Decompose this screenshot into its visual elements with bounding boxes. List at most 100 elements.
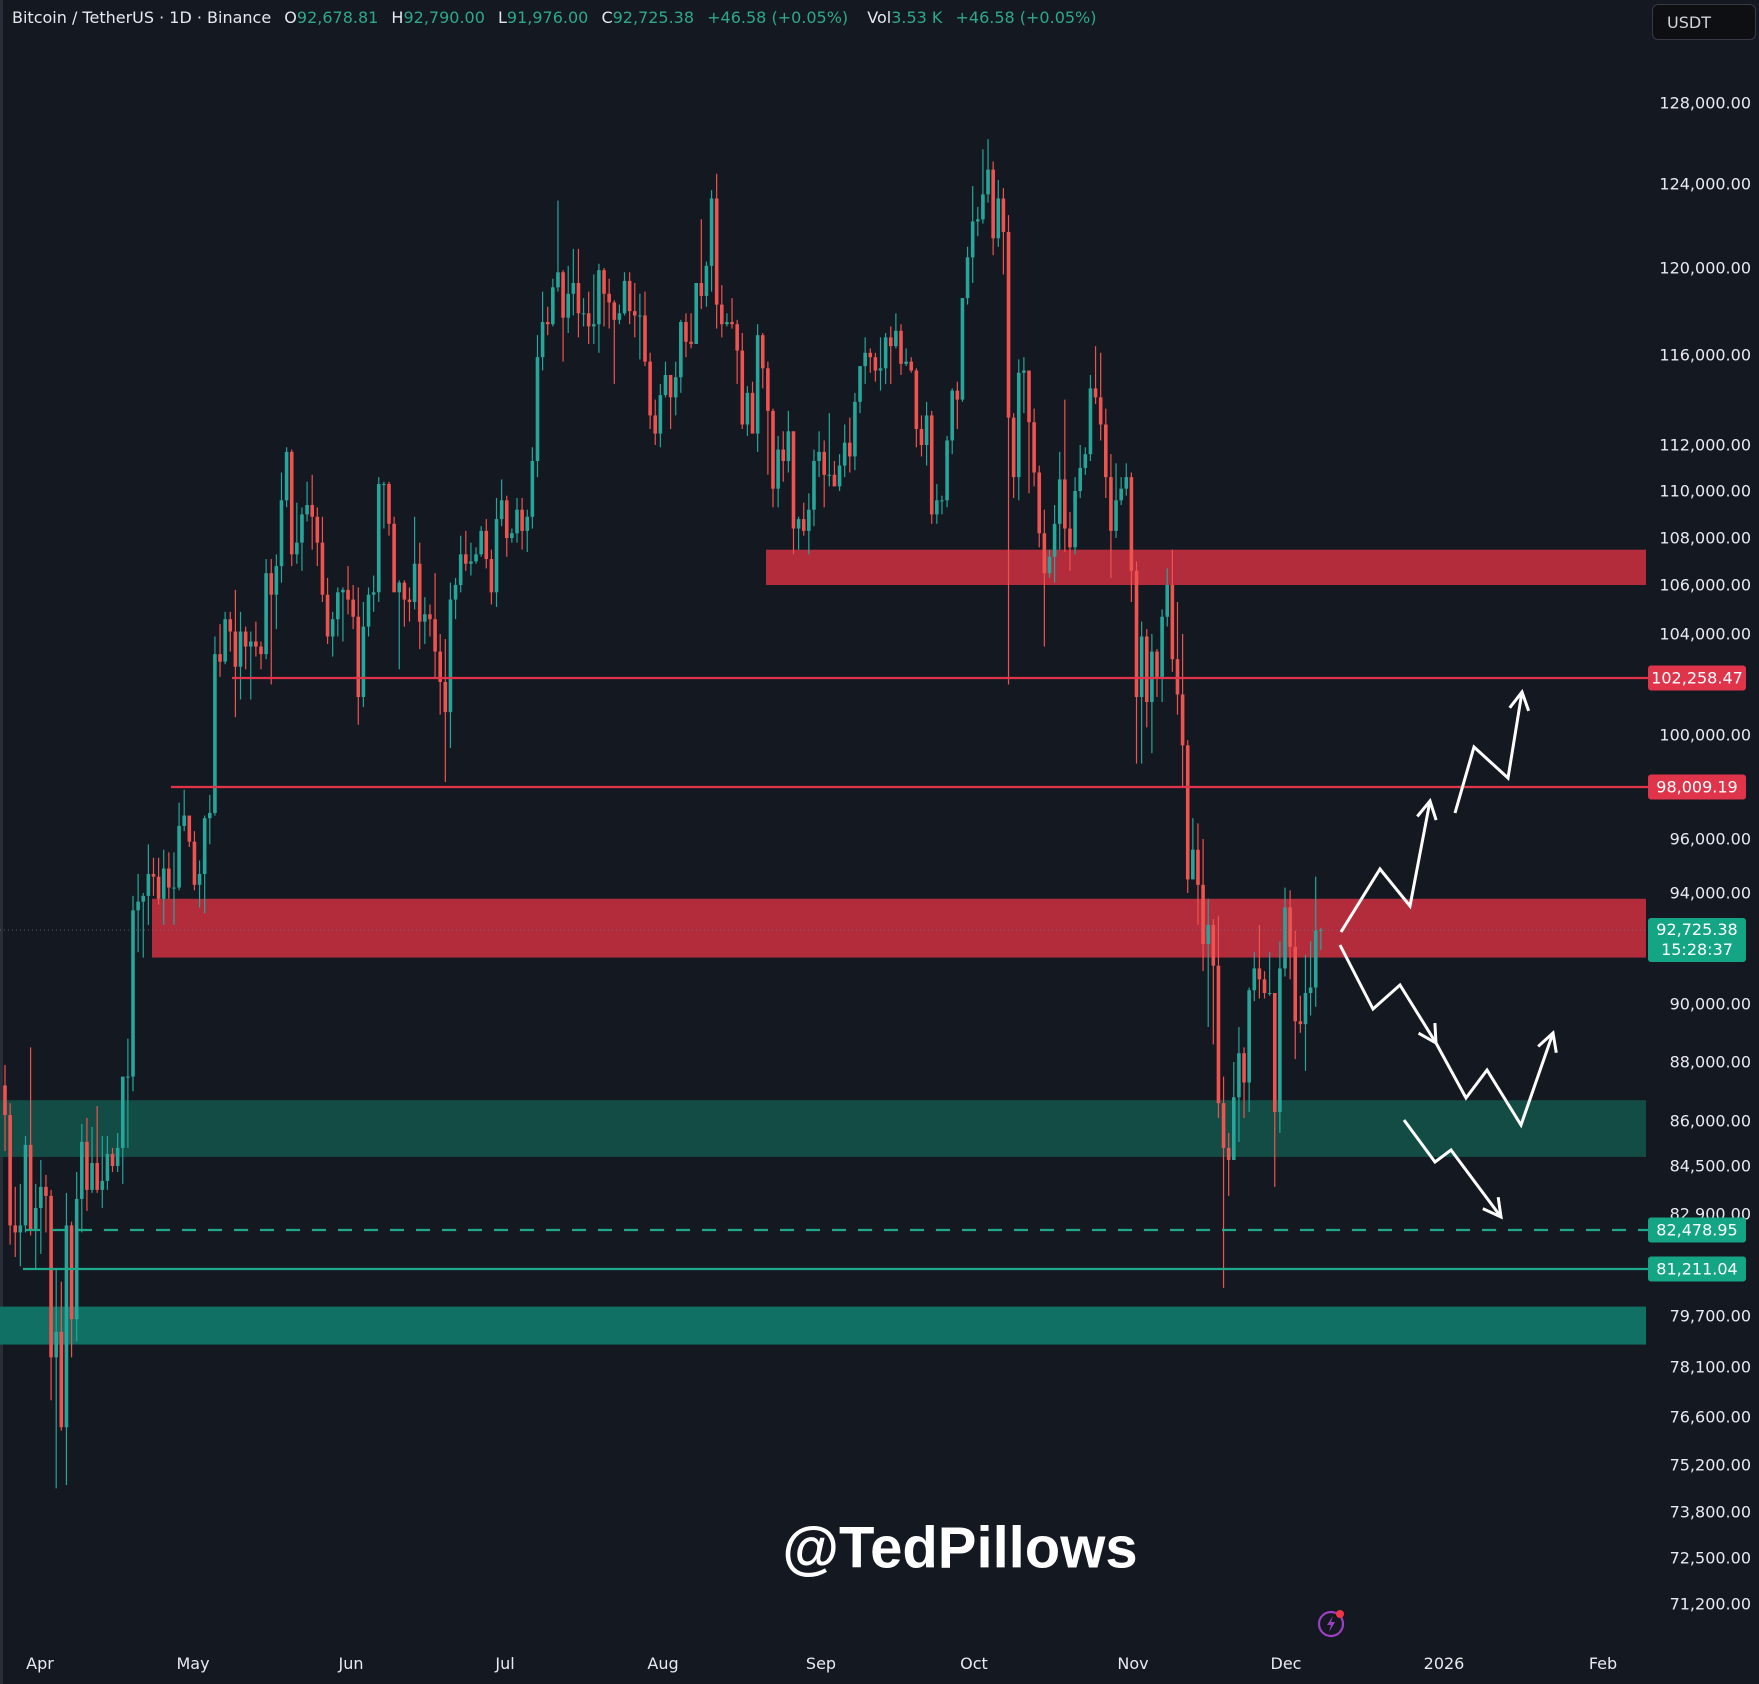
candle-body[interactable] xyxy=(545,322,550,325)
candle-body[interactable] xyxy=(848,442,852,457)
candle-body[interactable] xyxy=(131,910,135,1077)
candle-body[interactable] xyxy=(69,1225,74,1320)
candle-body[interactable] xyxy=(791,431,796,529)
candle-body[interactable] xyxy=(817,451,821,462)
currency-selector-button[interactable]: USDT xyxy=(1652,4,1756,40)
candle-body[interactable] xyxy=(197,873,202,885)
support-zone-upper[interactable] xyxy=(0,1100,1646,1157)
candle-body[interactable] xyxy=(1272,992,1277,1113)
candle-body[interactable] xyxy=(730,322,734,325)
candle-body[interactable] xyxy=(786,431,791,462)
candle-body[interactable] xyxy=(1283,907,1287,969)
candle-body[interactable] xyxy=(868,352,873,358)
candle-body[interactable] xyxy=(1262,979,1267,993)
candle-body[interactable] xyxy=(325,594,330,637)
candle-body[interactable] xyxy=(1027,370,1031,423)
candle-body[interactable] xyxy=(464,554,468,564)
candle-body[interactable] xyxy=(59,1331,64,1428)
candle-body[interactable] xyxy=(714,198,719,305)
candle-body[interactable] xyxy=(141,895,146,902)
candle-body[interactable] xyxy=(863,352,867,367)
candle-body[interactable] xyxy=(366,594,371,627)
candle-body[interactable] xyxy=(1175,659,1180,695)
candle-body[interactable] xyxy=(556,272,560,288)
candle-body[interactable] xyxy=(351,599,355,617)
candle-body[interactable] xyxy=(551,287,555,325)
candle-body[interactable] xyxy=(801,519,806,531)
candle-body[interactable] xyxy=(1221,1103,1226,1148)
candle-body[interactable] xyxy=(1257,968,1262,980)
candle-body[interactable] xyxy=(991,169,995,239)
candle-body[interactable] xyxy=(295,542,299,555)
candle-body[interactable] xyxy=(100,1180,105,1190)
candle-body[interactable] xyxy=(23,1144,28,1226)
candle-body[interactable] xyxy=(837,465,842,487)
candle-body[interactable] xyxy=(13,1225,18,1233)
candle-body[interactable] xyxy=(202,818,207,874)
candle-body[interactable] xyxy=(1022,370,1026,373)
candle-body[interactable] xyxy=(1252,968,1257,991)
candle-body[interactable] xyxy=(996,198,1001,239)
candle-body[interactable] xyxy=(1001,198,1006,232)
candle-body[interactable] xyxy=(571,283,576,294)
candle-body[interactable] xyxy=(520,509,524,531)
candle-body[interactable] xyxy=(638,315,642,317)
candle-body[interactable] xyxy=(673,377,678,398)
bullish-path-1[interactable] xyxy=(1339,800,1432,933)
candle-body[interactable] xyxy=(469,561,473,564)
candle-body[interactable] xyxy=(448,599,453,713)
candle-body[interactable] xyxy=(776,449,780,489)
candle-body[interactable] xyxy=(1319,930,1323,931)
candle-body[interactable] xyxy=(1037,472,1042,534)
candle-body[interactable] xyxy=(924,415,929,445)
candle-body[interactable] xyxy=(827,474,832,476)
candle-body[interactable] xyxy=(1160,616,1164,677)
candle-body[interactable] xyxy=(1185,745,1190,880)
candle-body[interactable] xyxy=(499,500,504,520)
candle-body[interactable] xyxy=(607,293,611,303)
candle-body[interactable] xyxy=(80,1141,84,1199)
price-level-label[interactable]: 102,258.47 xyxy=(1648,665,1746,691)
candle-body[interactable] xyxy=(684,322,688,342)
candle-body[interactable] xyxy=(346,589,350,600)
candle-body[interactable] xyxy=(1150,651,1154,703)
candle-body[interactable] xyxy=(218,654,222,662)
candle-body[interactable] xyxy=(397,582,402,593)
candle-body[interactable] xyxy=(1298,1021,1303,1025)
candle-body[interactable] xyxy=(1088,388,1093,455)
candle-body[interactable] xyxy=(504,500,509,538)
candle-body[interactable] xyxy=(443,681,448,713)
candle-body[interactable] xyxy=(18,1225,23,1233)
candle-body[interactable] xyxy=(387,484,391,524)
candle-body[interactable] xyxy=(417,563,422,622)
candle-body[interactable] xyxy=(330,619,335,637)
candle-body[interactable] xyxy=(376,484,381,593)
candle-body[interactable] xyxy=(1237,1053,1241,1098)
candle-body[interactable] xyxy=(1083,454,1088,468)
candle-body[interactable] xyxy=(223,619,227,662)
candle-body[interactable] xyxy=(970,221,975,258)
candle-body[interactable] xyxy=(182,815,186,826)
candle-body[interactable] xyxy=(85,1141,89,1190)
candle-body[interactable] xyxy=(699,283,704,296)
candle-body[interactable] xyxy=(64,1225,69,1428)
candle-body[interactable] xyxy=(873,357,878,371)
candle-body[interactable] xyxy=(1180,694,1185,746)
candle-body[interactable] xyxy=(300,514,304,543)
candle-body[interactable] xyxy=(254,641,258,647)
candle-body[interactable] xyxy=(1191,849,1195,880)
candle-body[interactable] xyxy=(341,589,345,593)
candle-body[interactable] xyxy=(1303,992,1308,1025)
bullish-path-2[interactable] xyxy=(1453,691,1524,814)
candle-body[interactable] xyxy=(1144,636,1149,703)
candle-body[interactable] xyxy=(976,219,980,222)
candle-body[interactable] xyxy=(479,530,483,555)
candle-body[interactable] xyxy=(822,451,826,475)
candle-body[interactable] xyxy=(1134,570,1139,697)
candle-body[interactable] xyxy=(1047,556,1052,574)
candle-body[interactable] xyxy=(812,461,816,510)
candle-body[interactable] xyxy=(883,337,888,369)
candle-body[interactable] xyxy=(914,370,919,430)
candle-body[interactable] xyxy=(310,505,314,517)
candle-body[interactable] xyxy=(213,654,217,813)
